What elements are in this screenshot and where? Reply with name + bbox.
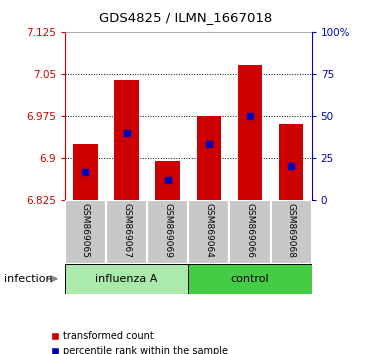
Bar	[279, 124, 303, 200]
Text: infection: infection	[4, 274, 52, 284]
Bar	[106, 200, 147, 264]
Text: GDS4825 / ILMN_1667018: GDS4825 / ILMN_1667018	[99, 11, 272, 24]
Text: GSM869069: GSM869069	[163, 203, 172, 258]
Bar	[147, 200, 188, 264]
Text: GSM869068: GSM869068	[286, 203, 296, 258]
Text: GSM869064: GSM869064	[204, 203, 213, 258]
Bar	[238, 65, 262, 200]
Bar	[65, 264, 188, 294]
Bar	[65, 200, 106, 264]
Text: influenza A: influenza A	[95, 274, 158, 284]
Text: GSM869065: GSM869065	[81, 203, 90, 258]
Bar	[270, 200, 312, 264]
Bar	[197, 116, 221, 200]
Text: GSM869066: GSM869066	[246, 203, 255, 258]
Bar	[188, 264, 312, 294]
Bar	[188, 200, 229, 264]
Bar	[73, 144, 98, 200]
Legend: transformed count, percentile rank within the sample: transformed count, percentile rank withi…	[51, 331, 228, 354]
Text: control: control	[231, 274, 269, 284]
Text: GSM869067: GSM869067	[122, 203, 131, 258]
Bar	[155, 161, 180, 200]
Bar	[114, 80, 139, 200]
Bar	[229, 200, 270, 264]
